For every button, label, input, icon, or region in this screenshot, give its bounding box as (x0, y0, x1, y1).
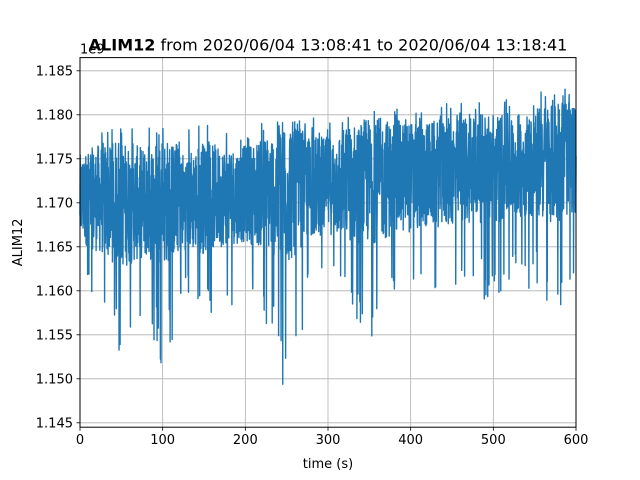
y-axis-label: ALIM12 (11, 219, 26, 267)
chart-title-range: from 2020/06/04 13:08:41 to 2020/06/04 1… (155, 36, 567, 55)
y-tick-label: 1.170 (36, 196, 73, 211)
x-tick-label: 200 (233, 433, 258, 448)
y-tick-label: 1.175 (36, 152, 73, 167)
x-tick-label: 100 (150, 433, 175, 448)
y-tick-label: 1.165 (36, 240, 73, 255)
y-tick-label: 1.160 (36, 284, 73, 299)
series-line-group (79, 88, 577, 385)
x-tick-label: 400 (398, 433, 423, 448)
y-tick-label: 1.150 (36, 372, 73, 387)
x-axis-label: time (s) (303, 457, 353, 472)
y-tick-label: 1.180 (36, 108, 73, 123)
y-axis-offset-label: 1e9 (80, 43, 105, 58)
chart-title: ALIM12 from 2020/06/04 13:08:41 to 2020/… (89, 36, 568, 55)
series-line (79, 88, 577, 385)
y-tick-label: 1.155 (36, 328, 73, 343)
x-tick-label: 0 (76, 433, 84, 448)
x-tick-label: 500 (481, 433, 506, 448)
x-tick-label: 600 (564, 433, 589, 448)
y-tick-label: 1.185 (36, 64, 73, 79)
chart-title-variable: ALIM12 (89, 36, 156, 55)
axis-ticks: 0 100 200 300 400 500 600 1.145 1.150 1.155 1.160 1… (36, 64, 589, 448)
y-tick-label: 1.145 (36, 416, 73, 431)
x-tick-label: 300 (316, 433, 341, 448)
